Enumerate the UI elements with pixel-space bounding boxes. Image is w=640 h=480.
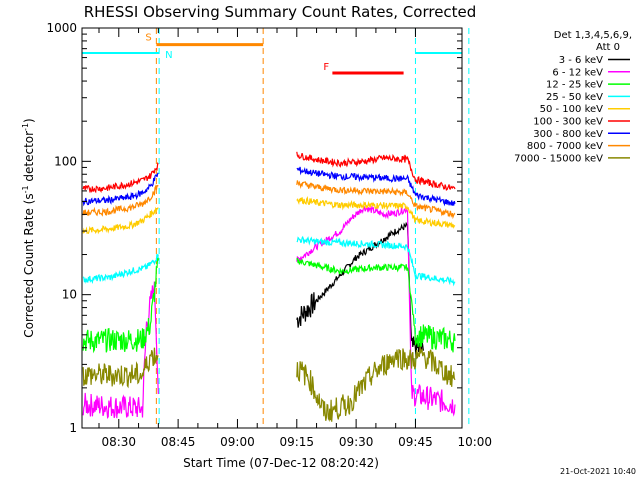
x-tick-label: 09:30 (339, 435, 374, 449)
legend-label: 800 - 7000 keV (527, 141, 603, 152)
y-tick-label: 100 (54, 154, 77, 168)
series-line (82, 172, 159, 207)
series-300-800-kev (82, 166, 456, 207)
legend-label: 3 - 6 keV (559, 55, 603, 66)
series-line (296, 205, 456, 417)
annotation-label: N (165, 50, 172, 61)
series-line (296, 195, 456, 229)
legend-label: 7000 - 15000 keV (514, 153, 603, 164)
legend-label: 25 - 50 keV (546, 92, 603, 103)
legend-label: 100 - 300 keV (533, 117, 603, 128)
legend-label: 6 - 12 keV (552, 67, 603, 78)
footer-timestamp: 21-Oct-2021 10:40 (560, 467, 636, 476)
y-tick-label: 10 (62, 288, 77, 302)
series-line (82, 253, 159, 284)
axes: 1 10 100 1000 08:30 08:45 09:00 09:15 09:30 09:45… (46, 21, 492, 449)
series-line (82, 254, 159, 354)
legend-header-line-2: Att 0 (596, 42, 620, 53)
legend-header-line-1: Det 1,3,4,5,6,9, (554, 30, 632, 41)
series-12-25-kev (82, 254, 456, 354)
y-tick-label: 1000 (46, 21, 77, 35)
y-axis-label-sup-1: -1 (21, 185, 30, 193)
series-line (296, 221, 424, 360)
x-tick-label: 08:45 (161, 435, 196, 449)
y-axis-label-sup-2: -1 (21, 123, 30, 131)
series-line (82, 184, 159, 217)
series-800-7000-kev (82, 180, 456, 220)
chart-title: RHESSI Observing Summary Count Rates, Co… (84, 3, 477, 21)
x-tick-label: 09:00 (220, 435, 255, 449)
legend-label: 300 - 800 keV (533, 129, 603, 140)
series-3-6-kev (296, 221, 424, 360)
y-axis-label-close: ) (22, 118, 36, 123)
series-6-12-kev (82, 205, 456, 419)
annotation-label: F (323, 62, 329, 73)
series-50-100-kev (82, 195, 456, 235)
x-axis-label: Start Time (07-Dec-12 08:20:42) (183, 456, 379, 470)
annotation-label: S (145, 33, 151, 44)
y-axis-label-mid: detector (22, 131, 36, 186)
series-line (82, 161, 159, 194)
series-line (82, 347, 159, 389)
x-tick-label: 10:00 (457, 435, 492, 449)
y-tick-label: 1 (69, 421, 77, 435)
y-axis-label-main: Corrected Count Rate (s (22, 193, 36, 337)
series-line (296, 151, 456, 191)
series-line (82, 206, 159, 235)
legend-label: 50 - 100 keV (540, 104, 604, 115)
y-axis-label: Corrected Count Rate (s-1 detector-1) (21, 118, 36, 337)
x-tick-label: 09:15 (279, 435, 314, 449)
series-line (296, 166, 456, 207)
x-tick-label: 09:45 (398, 435, 433, 449)
series-100-300-kev (82, 151, 456, 194)
series-line (296, 346, 456, 422)
series-line (296, 180, 456, 220)
legend-label: 12 - 25 keV (546, 80, 603, 91)
x-tick-label: 08:30 (101, 435, 136, 449)
plot-frame (81, 27, 463, 429)
series-25-50-kev (82, 235, 456, 287)
series-line (296, 235, 456, 287)
series-layer (82, 151, 456, 422)
series-7000-15000-kev (82, 346, 456, 422)
series-line (296, 257, 456, 353)
